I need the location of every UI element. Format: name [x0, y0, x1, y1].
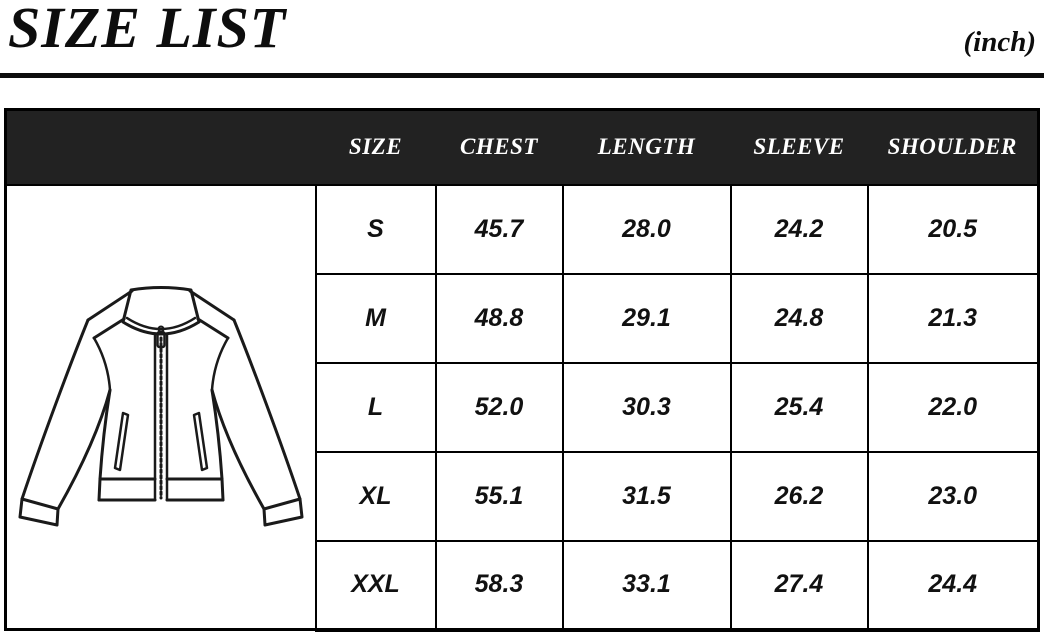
cell-length: 29.1 — [561, 272, 732, 364]
cell-sleeve: 24.2 — [729, 183, 869, 275]
cell-length: 30.3 — [561, 361, 732, 453]
cell-shoulder: 24.4 — [866, 539, 1040, 632]
cell-shoulder: 23.0 — [866, 450, 1040, 542]
cell-length: 33.1 — [561, 539, 732, 632]
cell-chest: 58.3 — [434, 539, 564, 632]
cell-chest: 55.1 — [434, 450, 564, 542]
cell-size: L — [314, 361, 437, 453]
size-row-xl: XL 55.1 31.5 26.2 23.0 — [6, 450, 1040, 542]
cell-shoulder: 21.3 — [866, 272, 1040, 364]
jacket-line-drawing-icon — [18, 285, 304, 527]
cell-size: S — [314, 183, 437, 275]
title-underline — [0, 73, 1044, 78]
page-title: SIZE LIST — [8, 0, 287, 60]
cell-chest: 45.7 — [434, 183, 564, 275]
size-row-s: S 45.7 28.0 24.2 20.5 — [4, 183, 1040, 631]
col-header-size: SIZE — [348, 134, 403, 160]
size-row-l: L 52.0 30.3 25.4 22.0 — [6, 361, 1040, 453]
header-cell-empty — [6, 110, 316, 185]
cell-shoulder: 22.0 — [866, 361, 1040, 453]
col-header-sleeve: SLEEVE — [753, 134, 845, 160]
size-row-m: M 48.8 29.1 24.8 21.3 — [6, 272, 1040, 364]
cell-length: 31.5 — [561, 450, 732, 542]
cell-sleeve: 26.2 — [729, 450, 869, 542]
cell-size: XXL — [314, 539, 437, 632]
unit-label: (inch) — [963, 26, 1037, 58]
cell-chest: 52.0 — [434, 361, 564, 453]
size-row-xxl: XXL 58.3 33.1 27.4 24.4 — [6, 539, 1040, 632]
cell-sleeve: 24.8 — [729, 272, 869, 364]
cell-length: 28.0 — [561, 183, 732, 275]
cell-sleeve: 27.4 — [729, 539, 869, 632]
cell-size: XL — [314, 450, 437, 542]
cell-size: M — [314, 272, 437, 364]
col-header-chest: CHEST — [460, 134, 538, 160]
jacket-image-cell — [4, 183, 317, 631]
masthead: SIZE LIST (inch) — [0, 0, 1044, 78]
cell-shoulder: 20.5 — [866, 183, 1040, 275]
col-header-length: LENGTH — [597, 134, 696, 160]
size-table: SIZE CHEST LENGTH SLEEVE SHOULDER — [4, 108, 1040, 632]
header-row: SIZE CHEST LENGTH SLEEVE SHOULDER — [5, 109, 1039, 185]
cell-chest: 48.8 — [434, 272, 564, 364]
col-header-shoulder: SHOULDER — [887, 134, 1017, 160]
cell-sleeve: 25.4 — [729, 361, 869, 453]
